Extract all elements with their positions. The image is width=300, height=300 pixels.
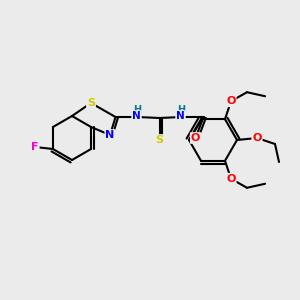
Text: N: N (105, 130, 115, 140)
Text: O: O (226, 174, 236, 184)
Text: O: O (226, 96, 236, 106)
Text: H: H (134, 105, 142, 115)
Text: S: S (155, 135, 164, 145)
Text: O: O (252, 133, 262, 143)
Text: F: F (31, 142, 39, 152)
Text: S: S (87, 98, 95, 108)
Text: O: O (191, 133, 200, 143)
Text: N: N (132, 111, 141, 121)
Text: H: H (178, 105, 186, 115)
Text: N: N (176, 111, 185, 121)
